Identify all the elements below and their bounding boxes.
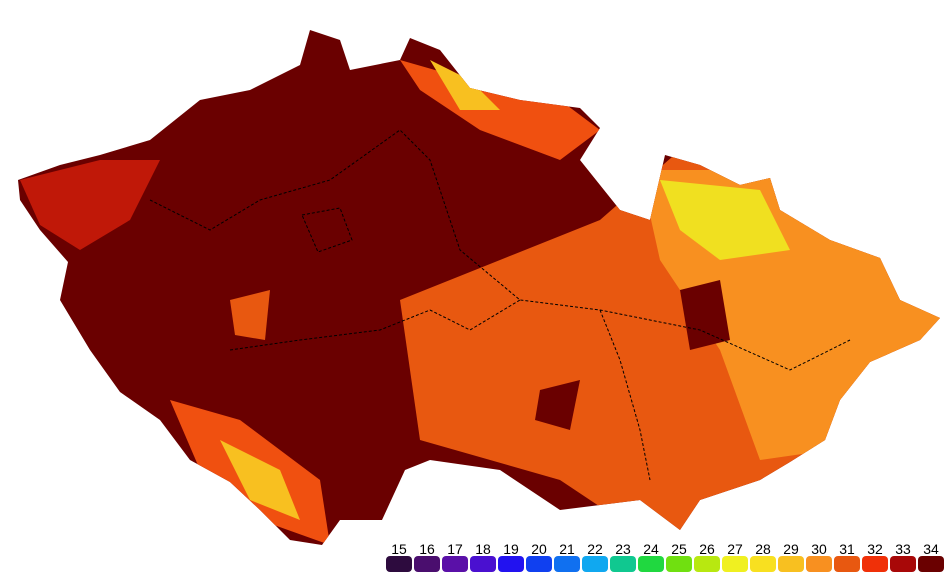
legend-label: 27 [727,541,743,557]
legend-label: 28 [755,541,771,557]
north-cool [430,60,500,110]
legend-label: 22 [587,541,603,557]
legend-swatch [750,556,776,572]
legend-swatch [498,556,524,572]
legend-swatch [582,556,608,572]
legend-label: 23 [615,541,631,557]
legend-label: 29 [783,541,799,557]
west-zone [20,160,160,250]
south-cool [220,440,300,520]
legend-swatch [806,556,832,572]
legend-swatch [890,556,916,572]
legend-swatch [526,556,552,572]
legend-swatch [610,556,636,572]
legend-swatch [442,556,468,572]
legend-swatch [666,556,692,572]
legend-label: 32 [867,541,883,557]
cool-zone [660,180,790,260]
legend-label: 20 [531,541,547,557]
legend-label: 26 [699,541,715,557]
legend-label: 16 [419,541,435,557]
legend-label: 18 [475,541,491,557]
legend-label: 25 [671,541,687,557]
legend-label: 30 [811,541,827,557]
dark-patch [680,280,730,350]
legend-swatch [694,556,720,572]
legend-label: 34 [923,541,939,557]
legend-label: 21 [559,541,575,557]
legend-swatch [918,556,944,572]
dark-patch [535,380,580,430]
legend-swatch [470,556,496,572]
legend-label: 15 [391,541,407,557]
legend-swatch [862,556,888,572]
legend: 15 16 17 18 19 20 21 22 23 24 25 26 27 28 29 30 31 32 33 34 [386,541,944,572]
legend-label: 31 [839,541,855,557]
legend-swatch [554,556,580,572]
legend-swatch [414,556,440,572]
legend-swatch [834,556,860,572]
prague-border [301,207,353,253]
region-border [599,309,651,481]
center-zone [230,290,270,340]
legend-label: 19 [503,541,519,557]
legend-swatch [778,556,804,572]
legend-label: 17 [447,541,463,557]
legend-swatch [722,556,748,572]
legend-label: 33 [895,541,911,557]
legend-swatch [638,556,664,572]
legend-swatch [386,556,412,572]
region-border [149,129,851,371]
legend-label: 24 [643,541,659,557]
